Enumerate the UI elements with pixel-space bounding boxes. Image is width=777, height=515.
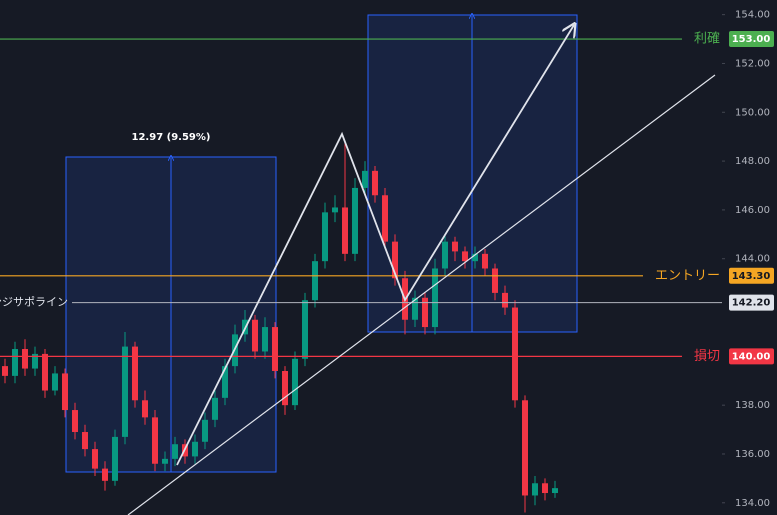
- candle-body: [112, 436, 118, 481]
- price-label: 140.00: [732, 351, 771, 362]
- y-tick-label: 138.00: [735, 400, 770, 411]
- candle-body: [502, 292, 508, 308]
- candle-body: [312, 261, 318, 301]
- candle-body: [272, 327, 278, 371]
- candle-body: [122, 346, 128, 437]
- candle-body: [32, 353, 38, 369]
- candle-body: [522, 400, 528, 496]
- candle-body: [472, 253, 478, 262]
- candle-body: [142, 400, 148, 418]
- price-tag: [729, 267, 774, 284]
- candle-body: [172, 444, 178, 459]
- candle-body: [92, 449, 98, 469]
- candle-body: [222, 366, 228, 398]
- candle-body: [332, 207, 338, 213]
- trend-line: [127, 74, 716, 515]
- candle-body: [52, 373, 58, 391]
- y-tick-label: 136.00: [735, 449, 770, 460]
- candle-body: [542, 483, 548, 494]
- candle-body: [412, 297, 418, 320]
- candle-body: [42, 353, 48, 391]
- y-tick-label: 148.00: [735, 156, 770, 167]
- candle-body: [262, 327, 268, 352]
- candle-body: [492, 268, 498, 293]
- y-tick-label: 146.00: [735, 205, 770, 216]
- price-tag: [729, 31, 774, 48]
- level-name: 損切: [694, 349, 720, 364]
- candle-body: [202, 419, 208, 442]
- candle-body: [422, 297, 428, 328]
- level-name: エントリー: [655, 268, 720, 283]
- candle-body: [342, 207, 348, 254]
- candle-body: [372, 170, 378, 196]
- candle-body: [192, 441, 198, 457]
- candle-body: [2, 366, 8, 376]
- candle-body: [532, 483, 538, 496]
- candle-body: [452, 241, 458, 252]
- price-label: 143.30: [732, 271, 771, 282]
- candle-body: [302, 300, 308, 359]
- y-tick-label: 150.00: [735, 107, 770, 118]
- y-tick-label: 152.00: [735, 58, 770, 69]
- candle-body: [362, 170, 368, 188]
- candle-body: [62, 373, 68, 411]
- y-tick-label: 134.00: [735, 498, 770, 509]
- candle-body: [482, 253, 488, 269]
- price-tag: [729, 294, 774, 311]
- price-label: 142.20: [732, 298, 771, 309]
- candles: [2, 141, 558, 513]
- price-tag: [729, 348, 774, 365]
- level-name: 利確: [694, 31, 720, 47]
- candle-body: [392, 241, 398, 279]
- candle-body: [252, 319, 258, 352]
- candle-body: [132, 346, 138, 401]
- candle-body: [462, 251, 468, 262]
- candle-body: [162, 458, 168, 464]
- candle-body: [212, 397, 218, 420]
- y-tick-label: 154.00: [735, 10, 770, 21]
- candle-body: [12, 349, 18, 376]
- wave-path: [176, 25, 574, 466]
- candle-body: [282, 370, 288, 406]
- candle-body: [512, 307, 518, 401]
- drawings: [127, 25, 716, 515]
- candle-body: [322, 212, 328, 262]
- y-tick-label: 144.00: [735, 254, 770, 265]
- level-name: レンジサポライン: [0, 296, 68, 309]
- candle-body: [442, 241, 448, 269]
- candle-body: [102, 468, 108, 481]
- candle-body: [552, 488, 558, 494]
- candle-body: [382, 195, 388, 242]
- candle-body: [292, 358, 298, 406]
- candle-body: [152, 417, 158, 464]
- candle-body: [82, 432, 88, 450]
- candle-body: [352, 187, 358, 254]
- annotation: 12.97 (9.59%): [132, 132, 211, 143]
- y-axis: 154.00 152.00 150.00 148.00 146.00 144.00 138.…: [722, 10, 770, 509]
- levels: 利確 153.00 エントリー 143.30 レンジサポライン 142.20 損切 140.0…: [0, 31, 774, 365]
- candle-body: [432, 268, 438, 328]
- price-label: 153.00: [732, 34, 771, 45]
- candle-body: [22, 349, 28, 369]
- candle-body: [72, 410, 78, 433]
